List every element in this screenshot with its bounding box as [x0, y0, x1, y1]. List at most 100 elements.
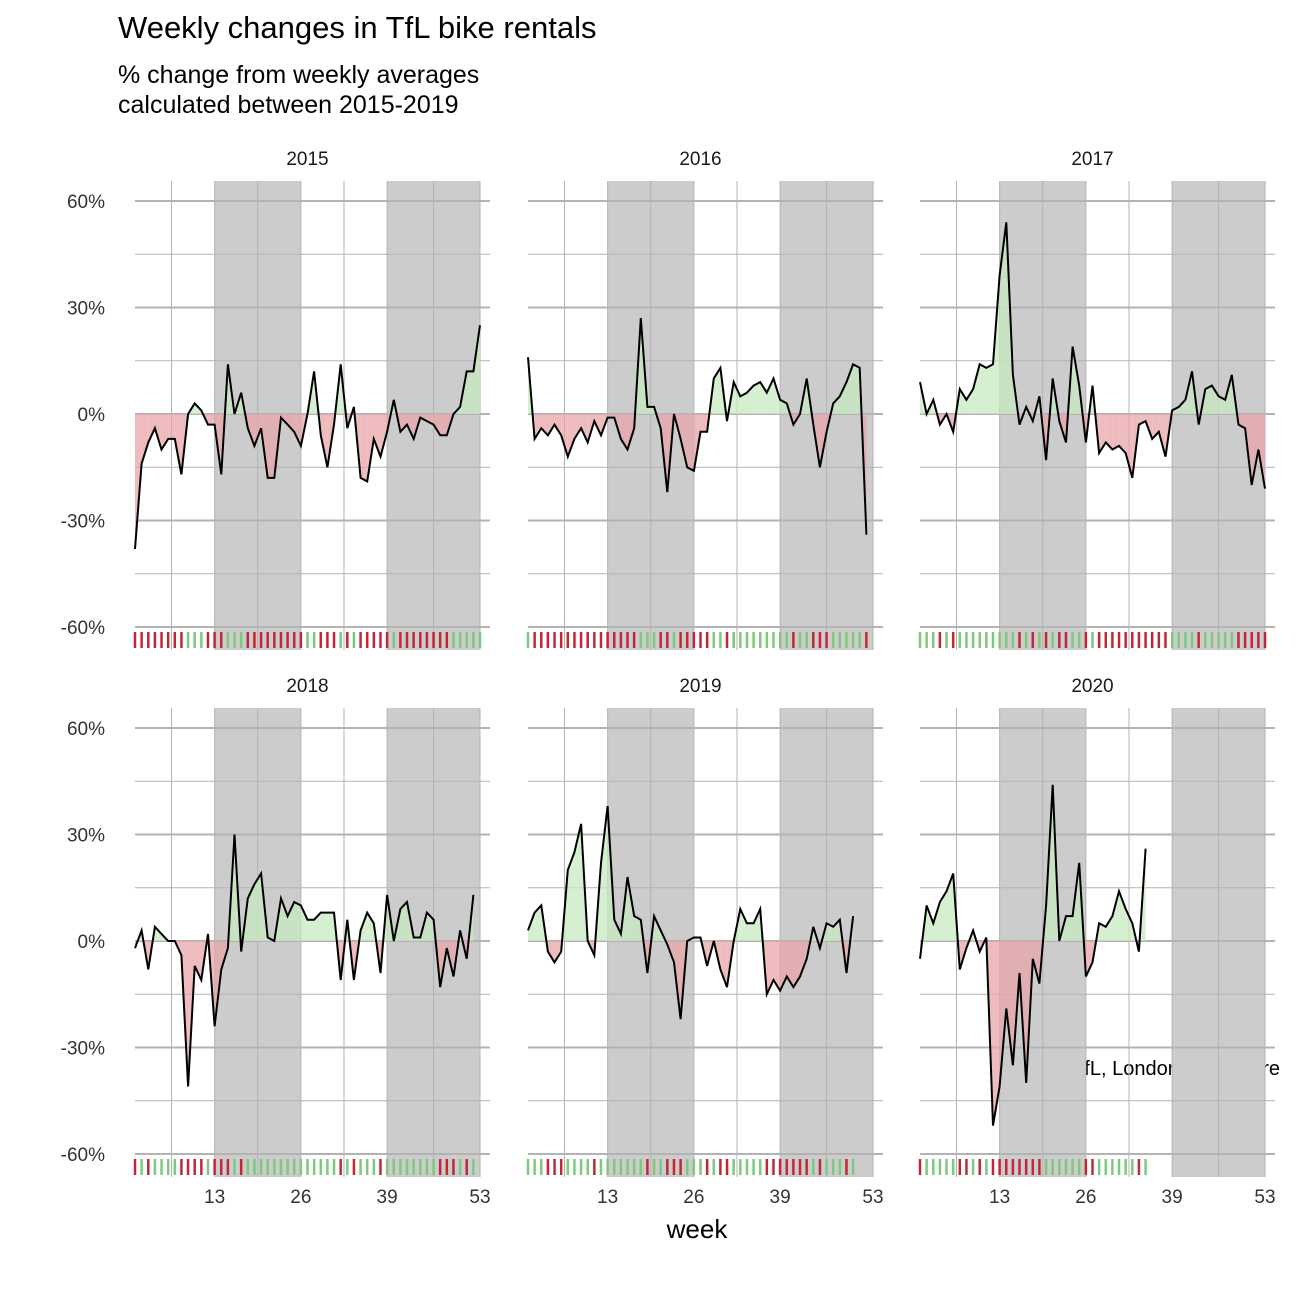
y-tick-label: 30% [67, 299, 105, 320]
area-positive [959, 389, 967, 414]
x-tick-label: 53 [1254, 1187, 1275, 1208]
area-negative [154, 414, 162, 450]
area-negative [800, 941, 807, 977]
panel-2018: 2018 -60% -30% 0% 30% 60% 13 26 39 53 [61, 676, 491, 1208]
area-positive [1112, 891, 1120, 941]
area-positive [627, 877, 635, 941]
area-positive [939, 891, 947, 941]
y-tick-label: -30% [61, 512, 105, 533]
area-positive [574, 823, 582, 941]
area-negative [793, 941, 801, 988]
series-line-2020 [919, 784, 1147, 1126]
area-positive [1178, 399, 1186, 414]
area-negative [1258, 414, 1265, 489]
chart-subtitle: % change from weekly averages calculated… [118, 60, 479, 120]
area-positive [634, 916, 641, 941]
area-positive [713, 367, 721, 414]
area-negative [360, 414, 368, 482]
area-positive [314, 912, 321, 941]
area-positive [740, 909, 747, 941]
area-negative [1105, 414, 1113, 450]
panel-title-2016: 2016 [679, 149, 721, 170]
area-positive [647, 406, 655, 414]
area-positive [740, 392, 747, 414]
panel-2017: 2017 [918, 149, 1275, 650]
series-line-2015 [134, 325, 481, 549]
x-tick-label: 13 [204, 1187, 225, 1208]
area-positive [254, 873, 262, 941]
subtitle-line-1: % change from weekly averages [118, 61, 480, 89]
area-positive [973, 364, 980, 414]
area-positive [846, 364, 854, 414]
y-tick-label: -30% [61, 1039, 105, 1060]
area-positive [933, 901, 940, 941]
area-positive [300, 905, 308, 941]
y-tick-label: 60% [67, 719, 105, 740]
area-negative [148, 414, 155, 443]
area-positive [400, 901, 408, 941]
panel-2020: 2020 13 26 39 53 [918, 676, 1276, 1208]
area-negative [174, 414, 182, 475]
area-positive [1065, 916, 1073, 941]
series-line-2016 [527, 318, 868, 535]
area-negative [561, 414, 568, 457]
subtitle-line-2: calculated between 2015-2019 [118, 91, 459, 119]
area-negative [433, 414, 441, 436]
area-negative [267, 414, 275, 478]
area-negative [547, 414, 555, 436]
area-positive [567, 852, 575, 941]
y-tick-label: 60% [67, 192, 105, 213]
area-positive [833, 396, 840, 414]
area-positive [1205, 385, 1212, 414]
series-line-2019 [527, 805, 855, 1020]
area-positive [247, 884, 255, 941]
area-positive [327, 912, 335, 941]
area-negative [1119, 414, 1126, 454]
area-positive [1119, 891, 1126, 941]
area-positive [600, 806, 608, 941]
area-positive [473, 325, 480, 414]
area-negative [1112, 414, 1120, 450]
area-negative [1158, 414, 1166, 457]
panel-title-2015: 2015 [286, 149, 328, 170]
area-negative [194, 941, 202, 981]
area-positive [746, 385, 754, 414]
area-negative [1032, 941, 1040, 984]
area-negative [1006, 941, 1013, 1066]
area-negative [1085, 941, 1093, 977]
area-positive [753, 382, 761, 414]
area-negative [141, 414, 149, 464]
area-negative [547, 941, 555, 963]
area-positive [966, 389, 974, 414]
y-tick-label: 0% [78, 405, 106, 426]
area-negative [581, 414, 588, 443]
area-positive [926, 905, 934, 941]
area-positive [426, 912, 434, 941]
area-positive [853, 364, 860, 414]
area-positive [1099, 923, 1106, 941]
area-positive [999, 222, 1007, 414]
series-line-2017 [919, 222, 1266, 489]
area-negative [773, 941, 781, 991]
area-negative [320, 414, 328, 468]
area-negative [440, 414, 447, 436]
area-negative [700, 414, 708, 432]
area-negative [687, 414, 694, 471]
area-negative [534, 414, 542, 439]
panel-title-2018: 2018 [286, 676, 328, 697]
area-positive [1105, 916, 1113, 941]
area-positive [1211, 385, 1219, 414]
area-negative [207, 414, 215, 425]
panel-title-2019: 2019 [679, 676, 721, 697]
x-tick-label: 53 [862, 1187, 883, 1208]
area-negative [373, 414, 381, 457]
area-positive [733, 382, 741, 414]
area-negative [627, 414, 635, 450]
panel-2015: 2015 -60% -30% 0% 30% 60% [61, 149, 490, 650]
area-positive [287, 901, 295, 941]
area-positive [294, 901, 301, 941]
area-negative [1125, 414, 1133, 478]
y-tick-label: 0% [78, 932, 106, 953]
area-negative [567, 414, 575, 457]
